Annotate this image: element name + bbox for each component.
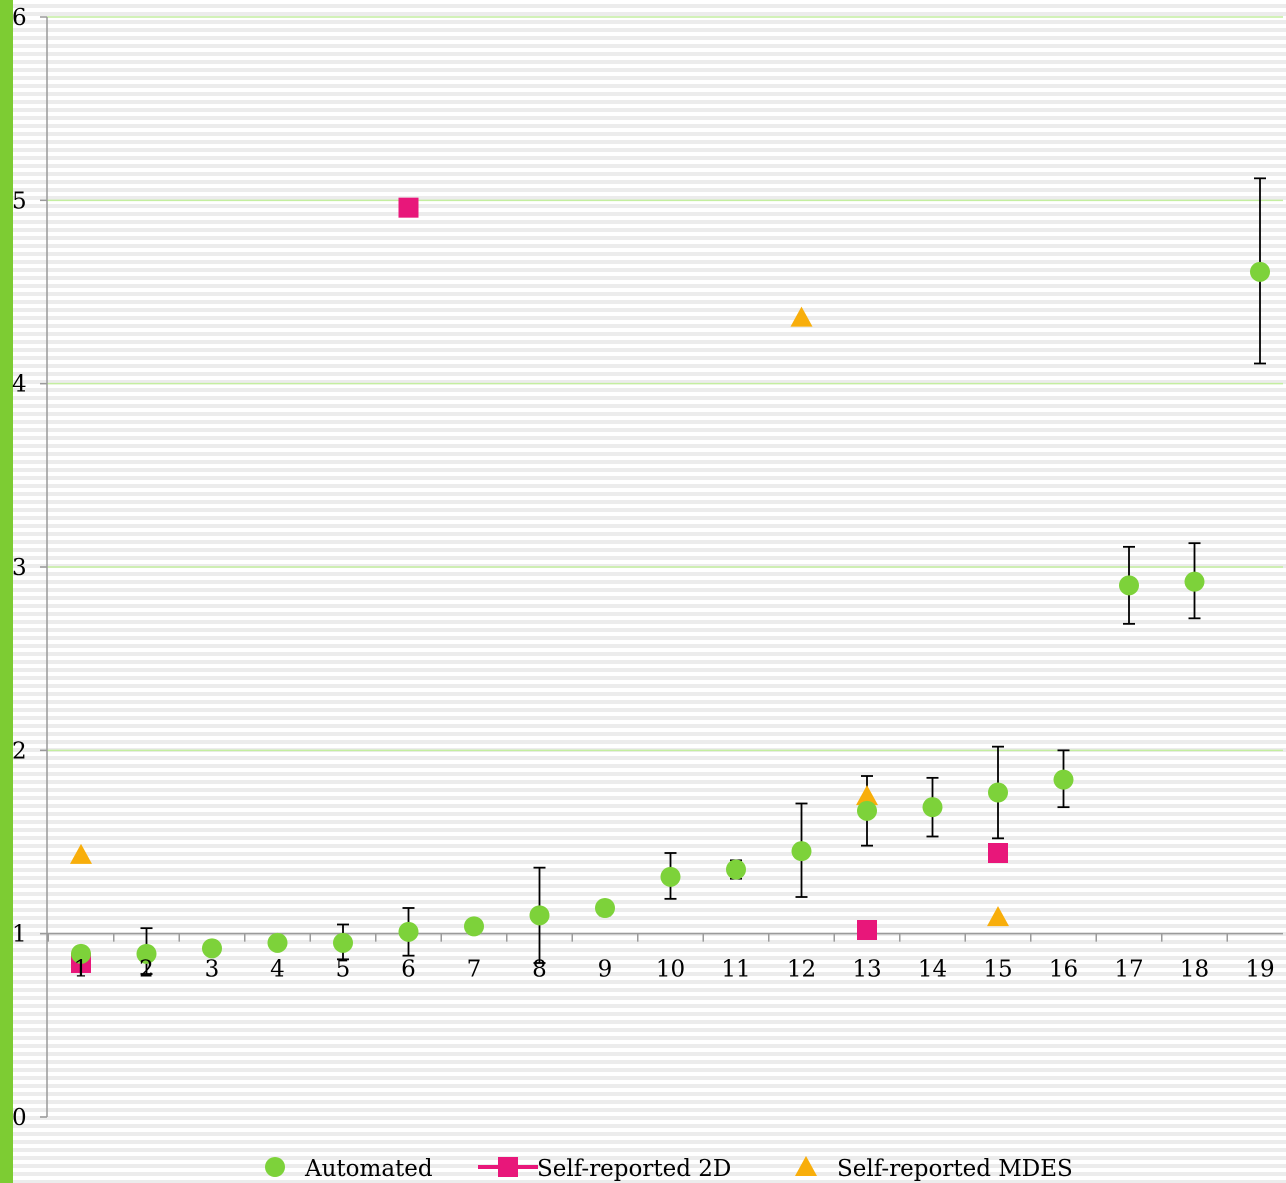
x-tick-label-1: 1 (74, 957, 89, 983)
point-automated-2 (136, 943, 157, 964)
left-accent-bar (0, 0, 13, 1183)
legend-item-self-reported-2d: Self-reported 2D (478, 1156, 731, 1182)
y-tick-label-3: 3 (12, 555, 27, 581)
x-tick-label-15: 15 (983, 957, 1012, 983)
legend-label-self-reported-2d: Self-reported 2D (537, 1156, 731, 1182)
point-self-reported-2d-15 (988, 843, 1008, 863)
data-markers (70, 197, 1270, 973)
point-self-reported-mdes-15 (987, 906, 1009, 927)
x-tick-label-6: 6 (401, 957, 416, 983)
legend: Automated Self-reported 2D Self-reported M… (265, 1156, 1073, 1182)
point-automated-5 (333, 932, 353, 953)
x-tick-label-7: 7 (467, 957, 482, 983)
x-tick-label-3: 3 (205, 957, 220, 983)
x-tick-label-14: 14 (918, 957, 947, 983)
legend-marker-automated (265, 1157, 285, 1177)
point-self-reported-2d-13 (857, 920, 877, 940)
legend-marker-self-reported-mdes (795, 1156, 817, 1176)
point-automated-9 (595, 898, 615, 918)
point-automated-17 (1119, 575, 1139, 596)
x-tick-label-19: 19 (1245, 957, 1274, 983)
legend-label-self-reported-mdes: Self-reported MDES (837, 1156, 1073, 1182)
point-self-reported-mdes-13 (856, 785, 878, 806)
y-tick-label-6: 6 (12, 5, 27, 31)
point-automated-10 (660, 866, 681, 887)
point-automated-3 (202, 938, 222, 959)
point-automated-6 (398, 921, 419, 942)
x-tick-label-5: 5 (336, 957, 351, 983)
x-tick-label-12: 12 (787, 957, 816, 983)
x-tick-label-8: 8 (532, 957, 547, 983)
x-tick-label-16: 16 (1049, 957, 1078, 983)
point-automated-7 (464, 916, 484, 937)
point-automated-8 (529, 905, 550, 926)
legend-marker-self-reported-2d (498, 1157, 518, 1177)
point-automated-1 (71, 943, 91, 964)
x-tick-label-18: 18 (1180, 957, 1209, 983)
point-automated-19 (1250, 261, 1270, 282)
point-automated-13 (857, 800, 877, 821)
gridlines (47, 16, 1283, 752)
point-self-reported-2d-6 (398, 197, 419, 218)
point-automated-4 (267, 932, 288, 953)
x-tick-label-4: 4 (270, 957, 285, 983)
x-tick-label-17: 17 (1114, 957, 1143, 983)
axes (40, 16, 1283, 1118)
y-tick-label-1: 1 (12, 922, 27, 948)
point-self-reported-mdes-12 (790, 306, 813, 327)
x-tick-label-13: 13 (852, 957, 881, 983)
point-automated-16 (1053, 769, 1074, 790)
y-tick-label-2: 2 (12, 738, 27, 764)
y-tick-label-4: 4 (12, 372, 27, 398)
legend-label-automated: Automated (304, 1156, 433, 1182)
point-automated-12 (791, 841, 812, 862)
x-tick-label-10: 10 (656, 957, 685, 983)
point-automated-11 (726, 859, 746, 880)
y-tick-label-5: 5 (12, 188, 27, 214)
point-automated-15 (988, 782, 1008, 803)
y-tick-label-0: 0 (12, 1105, 27, 1131)
x-tick-label-11: 11 (721, 957, 750, 983)
x-tick-label-9: 9 (598, 957, 613, 983)
legend-item-self-reported-mdes: Self-reported MDES (795, 1156, 1073, 1182)
legend-item-automated: Automated (265, 1156, 433, 1182)
point-automated-18 (1184, 571, 1205, 592)
point-automated-14 (922, 797, 943, 818)
x-tick-label-2: 2 (139, 957, 154, 983)
point-self-reported-mdes-1 (70, 843, 92, 864)
